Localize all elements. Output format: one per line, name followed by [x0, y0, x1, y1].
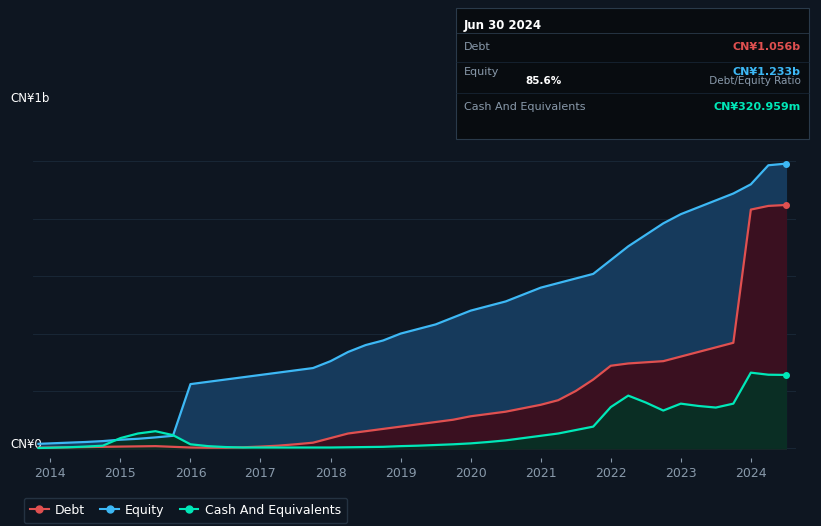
- Text: CN¥0: CN¥0: [10, 438, 42, 451]
- Text: Debt/Equity Ratio: Debt/Equity Ratio: [705, 76, 800, 86]
- Text: CN¥1.233b: CN¥1.233b: [732, 66, 800, 77]
- Text: 85.6%: 85.6%: [525, 76, 562, 86]
- Text: Cash And Equivalents: Cash And Equivalents: [464, 102, 585, 112]
- Legend: Debt, Equity, Cash And Equivalents: Debt, Equity, Cash And Equivalents: [24, 498, 347, 523]
- Text: CN¥1.056b: CN¥1.056b: [732, 42, 800, 53]
- Text: Debt: Debt: [464, 42, 491, 53]
- Text: Jun 30 2024: Jun 30 2024: [464, 19, 542, 33]
- Text: Equity: Equity: [464, 66, 499, 77]
- Text: CN¥320.959m: CN¥320.959m: [713, 102, 800, 112]
- Text: CN¥1b: CN¥1b: [10, 93, 49, 105]
